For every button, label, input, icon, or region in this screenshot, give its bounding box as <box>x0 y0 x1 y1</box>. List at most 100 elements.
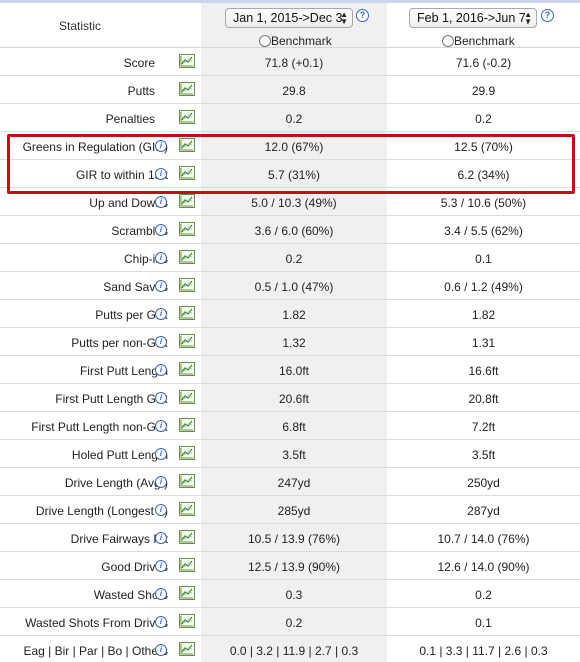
stat-label: Eag | Bir | Par | Bo | Others <box>23 644 168 658</box>
info-icon[interactable]: i <box>155 616 167 628</box>
info-icon[interactable]: i <box>155 224 167 236</box>
period1-date-value: Jan 1, 2015->Dec 3 <box>233 11 343 25</box>
stat-label: Up and Downs <box>89 196 168 210</box>
period2-value: 6.2 (34%) <box>457 168 510 182</box>
info-icon[interactable]: i <box>155 504 167 516</box>
chart-icon[interactable] <box>179 334 195 348</box>
chart-icon[interactable] <box>179 222 195 236</box>
period1-value: 247yd <box>277 476 311 490</box>
benchmark-radio[interactable] <box>259 35 271 47</box>
table-row: Wasted Shots From Drives i 0.2 0.1 <box>0 608 580 636</box>
stats-table: Statistic Jan 1, 2015->Dec 3 ▲ ▼ ? Benchm… <box>0 3 580 662</box>
chart-icon[interactable] <box>179 474 195 488</box>
table-row: Score 71.8 (+0.1) 71.6 (-0.2) <box>0 48 580 76</box>
table-row: Putts per non-GIR i 1.32 1.31 <box>0 328 580 356</box>
help-icon[interactable]: ? <box>541 9 554 22</box>
chart-icon[interactable] <box>179 110 195 124</box>
period2-date-select[interactable]: Feb 1, 2016->Jun 7, ▲ ▼ <box>409 8 537 28</box>
info-icon[interactable]: i <box>155 168 167 180</box>
benchmark-radio[interactable] <box>442 35 454 47</box>
period1-value: 1.82 <box>282 308 306 322</box>
table-row: First Putt Length GIR i 20.6ft 20.8ft <box>0 384 580 412</box>
stat-label: Good Drives <box>101 560 168 574</box>
period1-value: 1.32 <box>282 336 306 350</box>
period2-value: 12.5 (70%) <box>454 140 513 154</box>
period2-value: 0.1 <box>475 616 492 630</box>
period1-value: 29.8 <box>282 84 306 98</box>
info-icon[interactable]: i <box>155 252 167 264</box>
table-row: First Putt Length i 16.0ft 16.6ft <box>0 356 580 384</box>
period1-value: 3.5ft <box>282 448 306 462</box>
table-row: GIR to within 15ft i 5.7 (31%) 6.2 (34%) <box>0 160 580 188</box>
info-icon[interactable]: i <box>155 392 167 404</box>
chart-icon[interactable] <box>179 418 195 432</box>
chart-icon[interactable] <box>179 390 195 404</box>
period1-value: 5.7 (31%) <box>267 168 321 182</box>
info-icon[interactable]: i <box>155 476 167 488</box>
chart-icon[interactable] <box>179 502 195 516</box>
table-row: Good Drives i 12.5 / 13.9 (90%) 12.6 / 14.0… <box>0 552 580 580</box>
info-icon[interactable]: i <box>155 280 167 292</box>
stat-label: First Putt Length non-GIR <box>31 420 168 434</box>
table-row: Drive Fairways Hit i 10.5 / 13.9 (76%) 10.7… <box>0 524 580 552</box>
info-icon[interactable]: i <box>155 140 167 152</box>
chart-icon[interactable] <box>179 362 195 376</box>
chart-icon[interactable] <box>179 54 195 68</box>
stat-label: Putts <box>127 84 155 98</box>
stat-label: Wasted Shots <box>93 588 168 602</box>
period1-value: 0.0 | 3.2 | 11.9 | 2.7 | 0.3 <box>229 644 359 658</box>
period1-column-background <box>201 3 387 662</box>
benchmark-label: Benchmark <box>454 34 515 48</box>
chart-icon[interactable] <box>179 250 195 264</box>
stat-label: Sand Saves <box>103 280 168 294</box>
stat-label: Holed Putt Length <box>71 448 168 462</box>
help-icon[interactable]: ? <box>356 9 369 22</box>
chart-icon[interactable] <box>179 586 195 600</box>
period2-value: 287yd <box>467 504 500 518</box>
info-icon[interactable]: i <box>155 448 167 460</box>
chart-icon[interactable] <box>179 138 195 152</box>
period2-benchmark[interactable]: Benchmark <box>442 34 515 48</box>
period2-value: 0.6 / 1.2 (49%) <box>444 280 523 294</box>
info-icon[interactable]: i <box>155 336 167 348</box>
chart-icon[interactable] <box>179 446 195 460</box>
chart-icon[interactable] <box>179 82 195 96</box>
period1-value: 5.0 / 10.3 (49%) <box>251 196 337 210</box>
info-icon[interactable]: i <box>155 588 167 600</box>
info-icon[interactable]: i <box>155 644 167 656</box>
period2-value: 16.6ft <box>468 364 499 378</box>
chart-icon[interactable] <box>179 642 195 656</box>
period1-date-select[interactable]: Jan 1, 2015->Dec 3 ▲ ▼ <box>225 8 353 28</box>
info-icon[interactable]: i <box>155 420 167 432</box>
chart-icon[interactable] <box>179 614 195 628</box>
info-icon[interactable]: i <box>155 308 167 320</box>
period2-value: 71.6 (-0.2) <box>455 56 512 70</box>
period2-value: 12.6 / 14.0 (90%) <box>437 560 530 574</box>
period1-value: 12.0 (67%) <box>264 140 324 154</box>
chart-icon[interactable] <box>179 194 195 208</box>
table-row: Drive Length (Longest 2) i 285yd 287yd <box>0 496 580 524</box>
period2-value: 1.82 <box>471 308 496 322</box>
period2-value: 3.4 / 5.5 (62%) <box>444 224 523 238</box>
chart-icon[interactable] <box>179 166 195 180</box>
info-icon[interactable]: i <box>155 364 167 376</box>
info-icon[interactable]: i <box>155 560 167 572</box>
stat-label: Penalties <box>105 112 155 126</box>
chart-icon[interactable] <box>179 530 195 544</box>
period2-value: 0.1 <box>475 252 492 266</box>
info-icon[interactable]: i <box>155 196 167 208</box>
stat-label: Putts per non-GIR <box>71 336 168 350</box>
chart-icon[interactable] <box>179 306 195 320</box>
period1-value: 0.5 / 1.0 (47%) <box>254 280 334 294</box>
info-icon[interactable]: i <box>155 532 167 544</box>
period1-benchmark[interactable]: Benchmark <box>259 34 332 48</box>
period1-value: 71.8 (+0.1) <box>264 56 324 70</box>
table-row: Up and Downs i 5.0 / 10.3 (49%) 5.3 / 10.6 … <box>0 188 580 216</box>
select-arrows-icon: ▲ ▼ <box>524 10 532 26</box>
period1-value: 16.0ft <box>278 364 310 378</box>
period2-value: 250yd <box>467 476 500 490</box>
table-row: Chip-ins i 0.2 0.1 <box>0 244 580 272</box>
period2-header: Feb 1, 2016->Jun 7, ▲ ▼ ? Benchmark <box>409 8 554 48</box>
chart-icon[interactable] <box>179 558 195 572</box>
chart-icon[interactable] <box>179 278 195 292</box>
